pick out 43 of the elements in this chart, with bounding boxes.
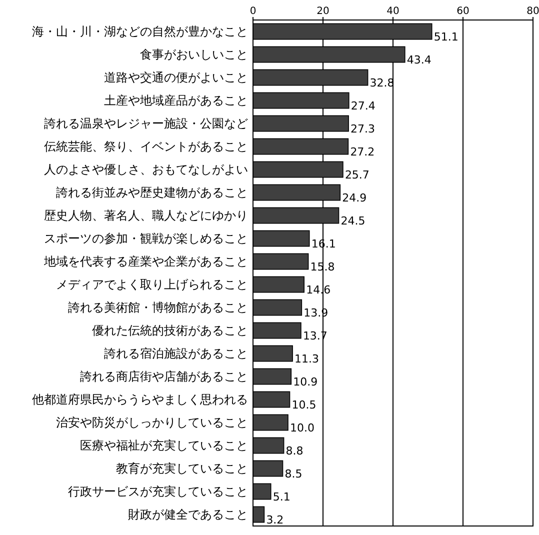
y-tick-label: スポーツの参加・観戦が楽しめること: [44, 232, 248, 246]
data-label: 3.2: [266, 513, 284, 526]
data-label: 27.3: [350, 122, 376, 136]
y-tick-label: 地域を代表する産業や企業があること: [43, 254, 248, 268]
data-label: 25.7: [344, 168, 370, 182]
data-label: 5.1: [272, 490, 290, 504]
x-tick-label: 40: [386, 6, 400, 17]
y-tick-label: 誇れる商店街や店舗があること: [80, 370, 248, 384]
data-label: 43.4: [406, 53, 432, 66]
y-tick-label: 誇れる宿泊施設があること: [104, 346, 248, 360]
y-tick-label: 教育が充実していること: [116, 462, 248, 476]
data-label: 27.2: [350, 145, 375, 158]
data-label: 51.1: [434, 30, 458, 44]
y-tick-label: 誇れる温泉やレジャー施設・公園など: [44, 116, 248, 130]
data-label: 8.8: [286, 444, 304, 458]
y-tick-label: 歴史人物、著名人、職人などにゆかり: [44, 208, 248, 222]
y-tick-label: 医療や福祉が充実していること: [80, 438, 248, 452]
y-tick-label: 食事がおいしいこと: [140, 48, 248, 62]
x-tick-label: 60: [456, 6, 470, 17]
y-tick-label: 誇れる街並みや歴史建物があること: [56, 186, 248, 200]
y-tick-label: 他都道府県民からうらやましく思われる: [32, 392, 248, 406]
data-label: 10.5: [292, 398, 316, 412]
y-tick-label: 人のよさや優しさ、おもてなしがよい: [44, 162, 248, 176]
y-tick-label: 誇れる美術館・博物館があること: [68, 300, 248, 314]
y-tick-label: メディアでよく取り上げられること: [56, 278, 248, 292]
y-tick-label: 伝統芸能、祭り、イベントがあること: [44, 140, 248, 154]
data-label: 11.3: [294, 352, 320, 366]
data-label: 24.5: [340, 214, 366, 228]
y-tick-label: 治安や防災がしっかりしていること: [56, 416, 248, 430]
x-tick-label: 80: [526, 6, 539, 17]
y-tick-label: 海・山・川・湖などの自然が豊かなこと: [32, 24, 248, 38]
data-label: 10.9: [293, 375, 318, 388]
y-tick-label: 優れた伝統的技術があること: [92, 324, 248, 338]
y-tick-label: 財政が健全であること: [128, 508, 248, 522]
y-tick-label: 土産や地域産品があること: [104, 94, 248, 108]
data-label: 24.9: [342, 191, 367, 204]
y-tick-label: 道路や交通の便がよいこと: [104, 70, 248, 84]
x-tick-label: 0: [250, 6, 256, 17]
data-label: 27.4: [350, 99, 376, 112]
y-tick-label: 行政サービスが充実していること: [68, 484, 248, 498]
data-label: 10.0: [290, 421, 314, 434]
data-label: 8.5: [284, 467, 302, 480]
x-tick-label: 20: [316, 6, 330, 17]
